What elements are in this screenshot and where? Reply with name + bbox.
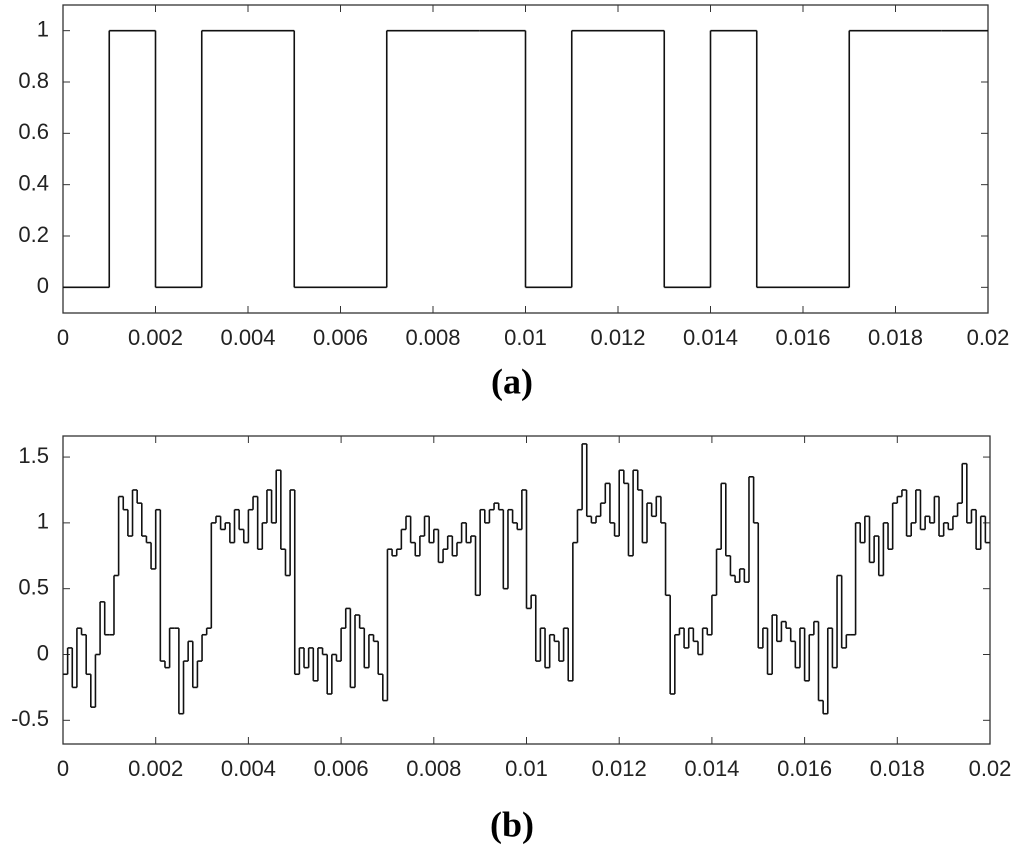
y-tick-label: 1 [37, 509, 49, 534]
y-tick-label: 1 [37, 16, 49, 41]
x-tick-label: 0.012 [592, 756, 647, 781]
y-tick-label: 0.4 [18, 170, 49, 195]
x-tick-label: 0.006 [314, 756, 369, 781]
y-tick-label: -0.5 [11, 706, 49, 731]
y-tick-label: 0.5 [18, 574, 49, 599]
y-tick-label: 0.8 [18, 68, 49, 93]
x-tick-label: 0.004 [220, 325, 275, 350]
x-tick-label: 0.004 [221, 756, 276, 781]
x-tick-label: 0.008 [406, 756, 461, 781]
x-tick-label: 0.018 [868, 325, 923, 350]
x-tick-label: 0.014 [683, 325, 738, 350]
x-tick-label: 0.02 [969, 756, 1012, 781]
x-tick-label: 0.012 [590, 325, 645, 350]
x-tick-label: 0.01 [505, 756, 548, 781]
x-tick-label: 0.018 [870, 756, 925, 781]
x-tick-label: 0.002 [128, 756, 183, 781]
y-tick-label: 0.6 [18, 119, 49, 144]
y-tick-label: 0 [37, 273, 49, 298]
x-tick-label: 0.006 [313, 325, 368, 350]
caption: (b) [490, 804, 534, 844]
x-tick-label: 0 [57, 756, 69, 781]
x-tick-label: 0.02 [967, 325, 1010, 350]
x-tick-label: 0.016 [777, 756, 832, 781]
caption: (a) [491, 361, 533, 401]
x-tick-label: 0.016 [775, 325, 830, 350]
x-tick-label: 0 [57, 325, 69, 350]
x-tick-label: 0.01 [504, 325, 547, 350]
y-tick-label: 0.2 [18, 222, 49, 247]
x-tick-label: 0.002 [128, 325, 183, 350]
x-tick-label: 0.014 [684, 756, 739, 781]
x-tick-label: 0.008 [405, 325, 460, 350]
y-tick-label: 0 [37, 640, 49, 665]
y-tick-label: 1.5 [18, 443, 49, 468]
